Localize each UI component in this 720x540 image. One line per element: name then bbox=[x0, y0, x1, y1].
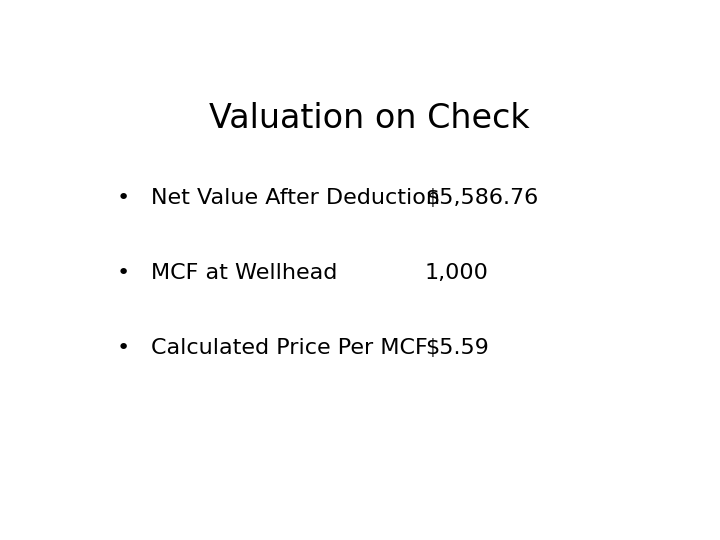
Text: MCF at Wellhead: MCF at Wellhead bbox=[151, 262, 338, 283]
Text: •: • bbox=[117, 262, 130, 283]
Text: •: • bbox=[117, 338, 130, 357]
Text: Calculated Price Per MCF: Calculated Price Per MCF bbox=[151, 338, 428, 357]
Text: $5,586.76: $5,586.76 bbox=[425, 188, 538, 208]
Text: Net Value After Deduction: Net Value After Deduction bbox=[151, 188, 441, 208]
Text: $5.59: $5.59 bbox=[425, 338, 489, 357]
Text: 1,000: 1,000 bbox=[425, 262, 489, 283]
Text: Valuation on Check: Valuation on Check bbox=[209, 102, 529, 135]
Text: •: • bbox=[117, 188, 130, 208]
